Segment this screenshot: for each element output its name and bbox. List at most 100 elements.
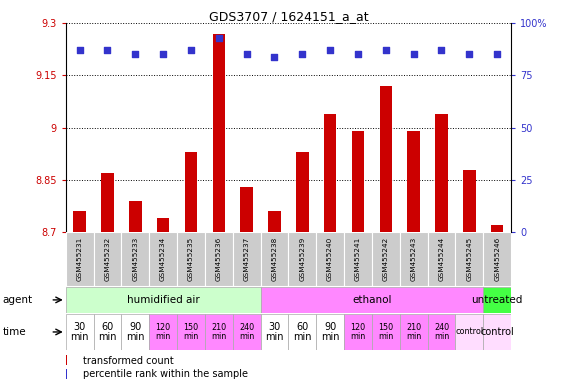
Text: GDS3707 / 1624151_a_at: GDS3707 / 1624151_a_at <box>208 10 368 23</box>
Point <box>214 35 223 41</box>
Text: 30
min: 30 min <box>70 321 89 343</box>
Bar <box>66 232 94 286</box>
Text: 120
min: 120 min <box>155 323 171 341</box>
Bar <box>483 314 511 350</box>
Bar <box>66 314 94 350</box>
Bar <box>205 232 233 286</box>
Bar <box>428 314 456 350</box>
Text: control: control <box>455 328 484 336</box>
Text: GSM455236: GSM455236 <box>216 237 222 281</box>
Text: 150
min: 150 min <box>183 323 199 341</box>
Text: control: control <box>480 327 514 337</box>
Bar <box>435 114 448 232</box>
Point <box>353 51 363 58</box>
Text: humidified air: humidified air <box>127 295 199 305</box>
Bar <box>288 314 316 350</box>
Bar <box>94 232 122 286</box>
Bar <box>407 131 420 232</box>
Bar <box>428 232 456 286</box>
Bar <box>352 131 364 232</box>
Text: GSM455234: GSM455234 <box>160 237 166 281</box>
Bar <box>288 232 316 286</box>
Text: GSM455238: GSM455238 <box>271 237 278 281</box>
Text: GSM455244: GSM455244 <box>439 237 444 281</box>
Text: 30
min: 30 min <box>265 321 284 343</box>
Text: 60
min: 60 min <box>293 321 312 343</box>
Bar <box>233 232 260 286</box>
Bar <box>372 314 400 350</box>
Bar <box>268 212 281 232</box>
Point <box>270 53 279 60</box>
Point <box>325 47 335 53</box>
Text: GSM455235: GSM455235 <box>188 237 194 281</box>
Text: transformed count: transformed count <box>83 356 174 366</box>
Bar <box>296 152 308 232</box>
Text: 240
min: 240 min <box>434 323 449 341</box>
Bar <box>129 201 142 232</box>
Bar <box>400 232 428 286</box>
Text: 120
min: 120 min <box>351 323 365 341</box>
Point <box>437 47 446 53</box>
Point <box>159 51 168 58</box>
Text: GSM455245: GSM455245 <box>467 237 472 281</box>
Text: agent: agent <box>3 295 33 305</box>
Text: 150
min: 150 min <box>378 323 393 341</box>
Bar <box>66 287 260 313</box>
Text: GSM455237: GSM455237 <box>244 237 250 281</box>
Point <box>242 51 251 58</box>
Bar <box>177 314 205 350</box>
Text: 60
min: 60 min <box>98 321 116 343</box>
Bar <box>212 33 225 232</box>
Bar <box>316 232 344 286</box>
Bar <box>66 355 67 366</box>
Bar <box>149 232 177 286</box>
Text: 210
min: 210 min <box>406 323 421 341</box>
Point <box>103 47 112 53</box>
Text: GSM455239: GSM455239 <box>299 237 305 281</box>
Bar <box>324 114 336 232</box>
Bar <box>463 169 476 232</box>
Point <box>297 51 307 58</box>
Bar <box>73 212 86 232</box>
Bar <box>177 232 205 286</box>
Text: GSM455231: GSM455231 <box>77 237 83 281</box>
Bar <box>205 314 233 350</box>
Point <box>131 51 140 58</box>
Bar <box>184 152 197 232</box>
Text: ethanol: ethanol <box>352 295 392 305</box>
Bar <box>456 314 483 350</box>
Bar <box>483 232 511 286</box>
Text: time: time <box>3 327 26 337</box>
Bar <box>240 187 253 232</box>
Bar <box>344 314 372 350</box>
Point <box>75 47 84 53</box>
Bar <box>260 287 483 313</box>
Bar <box>456 232 483 286</box>
Bar <box>122 232 149 286</box>
Text: GSM455233: GSM455233 <box>132 237 138 281</box>
Bar <box>66 369 67 379</box>
Bar <box>101 173 114 232</box>
Text: 90
min: 90 min <box>126 321 144 343</box>
Point <box>493 51 502 58</box>
Bar <box>122 314 149 350</box>
Bar <box>260 314 288 350</box>
Text: 240
min: 240 min <box>239 323 254 341</box>
Text: GSM455242: GSM455242 <box>383 237 389 281</box>
Text: percentile rank within the sample: percentile rank within the sample <box>83 369 248 379</box>
Bar <box>316 314 344 350</box>
Point <box>186 47 195 53</box>
Bar <box>94 314 122 350</box>
Text: GSM455240: GSM455240 <box>327 237 333 281</box>
Bar <box>344 232 372 286</box>
Point <box>409 51 418 58</box>
Point <box>381 47 391 53</box>
Bar <box>372 232 400 286</box>
Text: GSM455246: GSM455246 <box>494 237 500 281</box>
Bar <box>483 287 511 313</box>
Text: untreated: untreated <box>472 295 523 305</box>
Bar <box>400 314 428 350</box>
Text: GSM455243: GSM455243 <box>411 237 417 281</box>
Text: GSM455241: GSM455241 <box>355 237 361 281</box>
Text: 90
min: 90 min <box>321 321 339 343</box>
